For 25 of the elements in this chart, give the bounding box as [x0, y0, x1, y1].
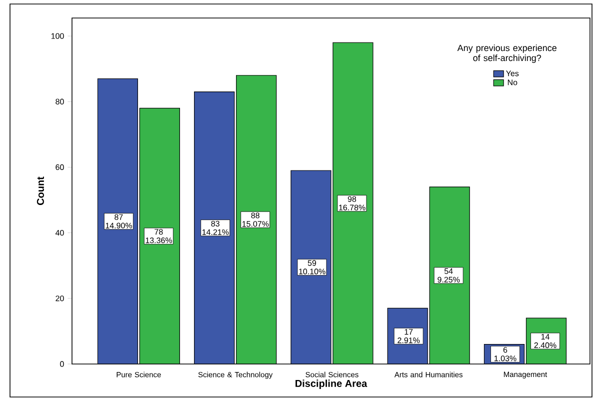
data-label: 6 1.03%: [494, 347, 516, 362]
data-label: 98 16.78%: [339, 196, 366, 210]
x-axis-title: Discipline Area: [296, 380, 368, 389]
legend-label: Yes: [506, 70, 519, 76]
data-label: 59 10.10%: [299, 260, 326, 274]
data-label: 78 13.36%: [146, 229, 172, 244]
y-tick-label: 0: [60, 361, 64, 367]
bar: [332, 42, 374, 364]
y-tick-label: 20: [56, 296, 64, 302]
y-tick-label: 100: [51, 33, 64, 39]
legend-label: No: [508, 80, 518, 86]
y-tick-label: 60: [56, 164, 64, 170]
y-axis-title: Count: [36, 176, 44, 206]
data-label: 14 2.40%: [534, 334, 556, 348]
data-label: 54 9.25%: [438, 268, 460, 282]
data-label: 87 14.90%: [106, 214, 132, 228]
y-tick-label: 80: [56, 98, 64, 104]
bar: [429, 186, 470, 364]
bar: [139, 108, 180, 364]
data-label: 88 15.07%: [242, 212, 269, 227]
y-tick-label: 40: [55, 230, 64, 236]
data-label: 83 14.21%: [202, 220, 229, 235]
data-label: 17 2.91%: [398, 329, 420, 344]
legend-title: Any previous experience of self-archiving?: [457, 44, 556, 63]
bar: [236, 75, 277, 364]
